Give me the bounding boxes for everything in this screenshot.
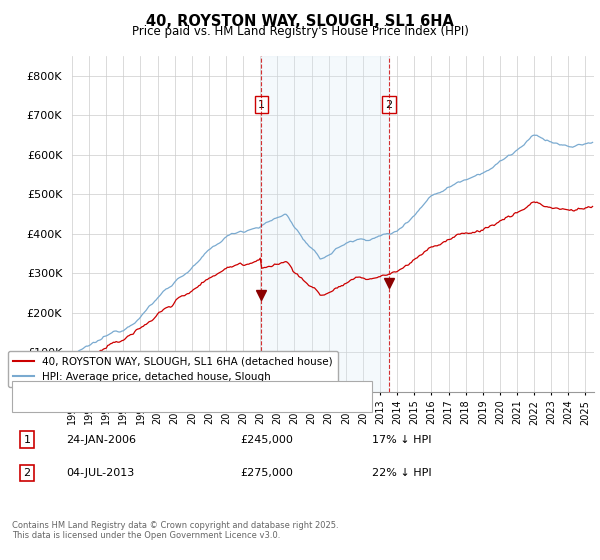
Text: Price paid vs. HM Land Registry's House Price Index (HPI): Price paid vs. HM Land Registry's House … (131, 25, 469, 38)
Text: 1: 1 (258, 100, 265, 110)
Text: ——: —— (30, 399, 55, 413)
Text: 1: 1 (23, 435, 31, 445)
Text: ——: —— (30, 391, 55, 404)
Text: £275,000: £275,000 (240, 468, 293, 478)
Text: HPI: Average price, detached house, Slough: HPI: Average price, detached house, Slou… (60, 401, 289, 411)
Legend: 40, ROYSTON WAY, SLOUGH, SL1 6HA (detached house), HPI: Average price, detached : 40, ROYSTON WAY, SLOUGH, SL1 6HA (detach… (8, 351, 338, 387)
Text: 40, ROYSTON WAY, SLOUGH, SL1 6HA: 40, ROYSTON WAY, SLOUGH, SL1 6HA (146, 14, 454, 29)
Text: 24-JAN-2006: 24-JAN-2006 (66, 435, 136, 445)
Text: 22% ↓ HPI: 22% ↓ HPI (372, 468, 431, 478)
Text: 04-JUL-2013: 04-JUL-2013 (66, 468, 134, 478)
Text: £245,000: £245,000 (240, 435, 293, 445)
Text: 2: 2 (23, 468, 31, 478)
Text: 2: 2 (385, 100, 392, 110)
Text: 40, ROYSTON WAY, SLOUGH, SL1 6HA (detached house): 40, ROYSTON WAY, SLOUGH, SL1 6HA (detach… (60, 393, 350, 403)
Text: Contains HM Land Registry data © Crown copyright and database right 2025.
This d: Contains HM Land Registry data © Crown c… (12, 521, 338, 540)
Bar (262, 56, 389, 392)
Text: 17% ↓ HPI: 17% ↓ HPI (372, 435, 431, 445)
